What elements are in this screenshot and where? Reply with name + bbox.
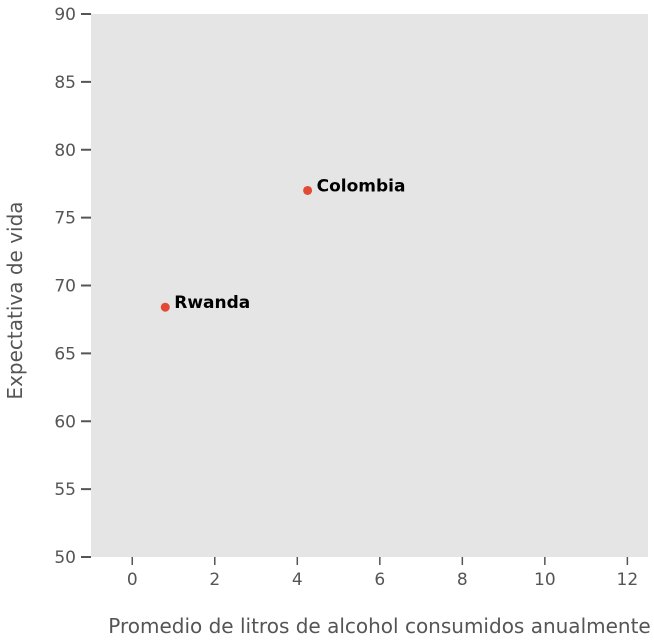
y-axis: 50 55 60 65 70 75 80 85 90 <box>54 5 91 568</box>
y-axis-label: Expectativa de vida <box>3 201 27 399</box>
x-axis-label: Promedio de litros de alcohol consumidos… <box>108 614 650 638</box>
plot-area <box>91 14 648 557</box>
data-point <box>160 302 170 312</box>
y-tick-label: 60 <box>54 412 76 432</box>
x-tick-label: 4 <box>292 570 303 590</box>
y-tick-label: 90 <box>54 5 76 25</box>
y-tick-label: 65 <box>54 344 76 364</box>
x-tick-label: 2 <box>209 570 220 590</box>
x-tick-label: 12 <box>617 570 639 590</box>
x-tick-label: 10 <box>534 570 556 590</box>
data-point-label: Colombia <box>317 176 406 196</box>
y-tick-label: 75 <box>54 209 76 229</box>
x-tick-label: 6 <box>374 570 385 590</box>
x-tick-label: 8 <box>457 570 468 590</box>
data-point <box>303 185 313 195</box>
y-tick-label: 70 <box>54 277 76 297</box>
y-tick-label: 80 <box>54 141 76 161</box>
y-tick-label: 55 <box>54 480 76 500</box>
x-tick-label: 0 <box>127 570 138 590</box>
data-points: Colombia Rwanda <box>160 176 406 313</box>
x-axis: 0 2 4 6 8 10 12 <box>127 557 638 590</box>
y-tick-label: 85 <box>54 73 76 93</box>
y-tick-label: 50 <box>54 548 76 568</box>
data-point-label: Rwanda <box>174 293 250 313</box>
